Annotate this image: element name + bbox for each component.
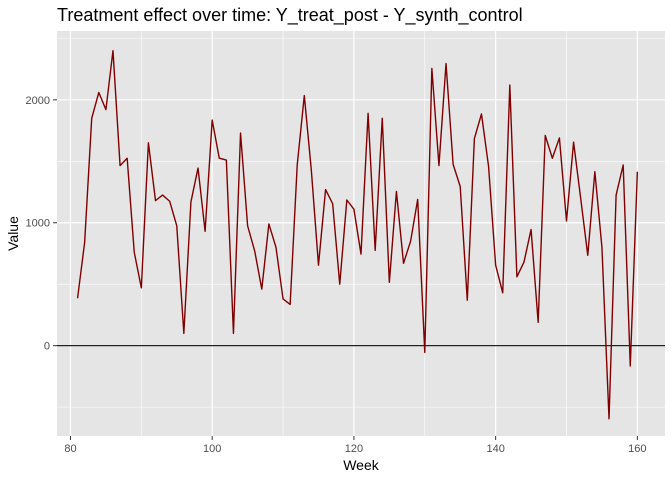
y-tick-label: 1000 bbox=[26, 218, 50, 230]
x-axis-title: Week bbox=[343, 457, 380, 473]
y-axis-title: Value bbox=[5, 216, 21, 251]
y-axis-ticks: 0 1000 2000 bbox=[26, 95, 57, 353]
x-tick-label: 120 bbox=[345, 443, 363, 455]
x-tick-label: 140 bbox=[486, 443, 504, 455]
x-tick-label: 100 bbox=[203, 443, 221, 455]
series-line bbox=[76, 49, 639, 420]
x-axis-ticks: 80 100 120 140 160 bbox=[64, 436, 647, 455]
chart-title: Treatment effect over time: Y_treat_post… bbox=[57, 5, 523, 26]
x-tick-label: 160 bbox=[628, 443, 646, 455]
minor-gridlines bbox=[57, 31, 665, 436]
y-tick-label: 0 bbox=[44, 341, 50, 353]
plot-panel bbox=[57, 31, 665, 436]
series-layer bbox=[76, 49, 639, 420]
y-tick-label: 2000 bbox=[26, 95, 50, 107]
x-tick-label: 80 bbox=[64, 443, 76, 455]
